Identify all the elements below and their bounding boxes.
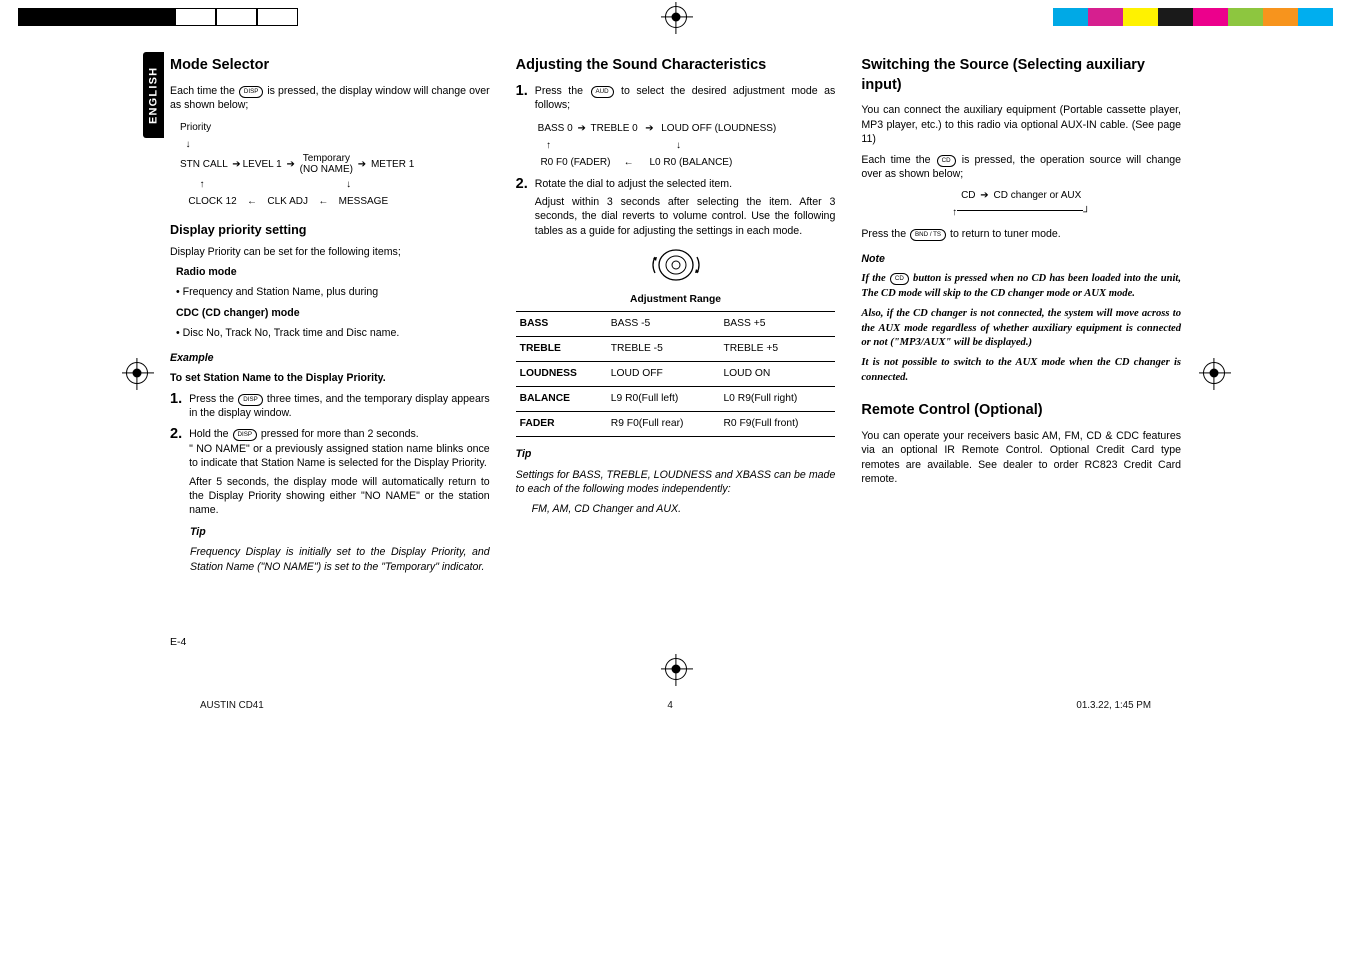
footer-left: AUSTIN CD41	[200, 700, 264, 711]
note-body: If the CD button is pressed when no CD h…	[861, 272, 1181, 301]
remote-body: You can operate your receivers basic AM,…	[861, 429, 1181, 487]
step-2: 2. Hold the DISP pressed for more than 2…	[170, 427, 490, 517]
mode-flow-diagram: Priority ↓ STN CALL ➔LEVEL 1 ➔ Temporary…	[180, 119, 490, 210]
radio-mode-header: Radio mode	[176, 265, 490, 279]
heading-display-priority: Display priority setting	[170, 222, 490, 239]
source-flow-diagram: CD ➔ CD changer or AUX ↑┘	[861, 187, 1181, 221]
table-row: BASSBASS -5BASS +5	[516, 312, 836, 337]
table-cell: TREBLE -5	[607, 337, 720, 362]
registration-mark-icon	[1203, 362, 1225, 384]
step-1: 1. Press the DISP three times, and the t…	[170, 392, 490, 421]
table-cell: BASS -5	[607, 312, 720, 337]
registration-mark-icon	[665, 658, 687, 680]
bottom-regmark-row	[0, 658, 1351, 688]
disp-button-icon: DISP	[233, 429, 257, 441]
table-cell: L9 R0(Full left)	[607, 387, 720, 412]
adjustment-range-header: Adjustment Range	[516, 293, 836, 307]
step-1: 1. Press the AUD to select the desired a…	[516, 84, 836, 113]
registration-mark-icon	[126, 362, 148, 384]
dial-icon	[649, 247, 703, 283]
table-cell: L0 R9(Full right)	[719, 387, 835, 412]
registration-mark-icon	[665, 6, 687, 28]
disp-button-icon: DISP	[239, 86, 263, 98]
cdc-mode-header: CDC (CD changer) mode	[176, 306, 490, 320]
tip-header: Tip	[190, 525, 490, 539]
table-row: LOUDNESSLOUD OFFLOUD ON	[516, 362, 836, 387]
cdc-mode-item: • Disc No, Track No, Track time and Disc…	[176, 326, 490, 340]
table-cell: BASS +5	[719, 312, 835, 337]
dps-intro: Display Priority can be set for the foll…	[170, 245, 490, 259]
page-number: E-4	[170, 636, 1181, 648]
table-row-header: FADER	[516, 412, 607, 437]
table-cell: TREBLE +5	[719, 337, 835, 362]
sound-flow-diagram: BASS 0 ➔ TREBLE 0 ➔ LOUD OFF (LOUDNESS) …	[538, 120, 836, 171]
table-cell: R9 F0(Full rear)	[607, 412, 720, 437]
table-row: TREBLETREBLE -5TREBLE +5	[516, 337, 836, 362]
column-1: Mode Selector Each time the DISP is pres…	[170, 52, 490, 580]
note-header: Note	[861, 252, 1181, 266]
heading-adjusting-sound: Adjusting the Sound Characteristics	[516, 56, 836, 76]
column-2: Adjusting the Sound Characteristics 1. P…	[516, 52, 836, 580]
aud-button-icon: AUD	[591, 86, 614, 98]
return-tuner: Press the BND / TS to return to tuner mo…	[861, 227, 1181, 241]
language-tab: ENGLISH	[143, 52, 164, 138]
heading-mode-selector: Mode Selector	[170, 56, 490, 76]
example-subheader: To set Station Name to the Display Prior…	[170, 371, 490, 385]
mode-intro: Each time the DISP is pressed, the displ…	[170, 84, 490, 113]
colorbar-left	[18, 8, 298, 26]
aux-p2: Each time the CD is pressed, the operati…	[861, 153, 1181, 182]
step-2: 2. Rotate the dial to adjust the selecte…	[516, 177, 836, 239]
example-header: Example	[170, 351, 490, 365]
table-row-header: BALANCE	[516, 387, 607, 412]
table-cell: R0 F9(Full front)	[719, 412, 835, 437]
footer-right: 01.3.22, 1:45 PM	[1076, 700, 1151, 711]
table-cell: LOUD ON	[719, 362, 835, 387]
tip-body: Frequency Display is initially set to th…	[190, 545, 490, 574]
note-d: It is not possible to switch to the AUX …	[861, 356, 1181, 385]
colorbar-right	[1053, 8, 1333, 26]
heading-remote-control: Remote Control (Optional)	[861, 401, 1181, 421]
tip-header: Tip	[516, 447, 836, 461]
step-number: 1.	[170, 392, 182, 407]
disp-button-icon: DISP	[238, 394, 262, 406]
table-cell: LOUD OFF	[607, 362, 720, 387]
step-number: 2.	[516, 177, 528, 192]
heading-switching-source: Switching the Source (Selecting auxiliar…	[861, 56, 1181, 95]
aux-p1: You can connect the auxiliary equipment …	[861, 103, 1181, 146]
table-row: BALANCEL9 R0(Full left)L0 R9(Full right)	[516, 387, 836, 412]
top-colorbar-row	[0, 0, 1351, 34]
tip-line-a: Settings for BASS, TREBLE, LOUDNESS and …	[516, 468, 836, 497]
step-number: 1.	[516, 84, 528, 99]
cd-button-icon: CD	[937, 155, 956, 167]
radio-mode-item: • Frequency and Station Name, plus durin…	[176, 285, 490, 299]
step-number: 2.	[170, 427, 182, 442]
table-row: FADERR9 F0(Full rear)R0 F9(Full front)	[516, 412, 836, 437]
top-regmark-center	[298, 6, 1053, 28]
tip-line-b: FM, AM, CD Changer and AUX.	[532, 502, 836, 516]
note-c: Also, if the CD changer is not connected…	[861, 307, 1181, 350]
registration-mark-left	[126, 362, 148, 384]
table-row-header: BASS	[516, 312, 607, 337]
registration-mark-right	[1203, 362, 1225, 384]
bnd-button-icon: BND / TS	[910, 229, 946, 241]
cd-button-icon: CD	[890, 273, 909, 285]
page-content: ENGLISH Mode Selector Each time the DISP…	[0, 34, 1351, 658]
table-row-header: TREBLE	[516, 337, 607, 362]
table-row-header: LOUDNESS	[516, 362, 607, 387]
footer-mid: 4	[667, 700, 672, 711]
adjustment-range-table: BASSBASS -5BASS +5TREBLETREBLE -5TREBLE …	[516, 311, 836, 437]
page-footer: AUSTIN CD41 4 01.3.22, 1:45 PM	[0, 688, 1351, 719]
column-3: Switching the Source (Selecting auxiliar…	[861, 52, 1181, 580]
